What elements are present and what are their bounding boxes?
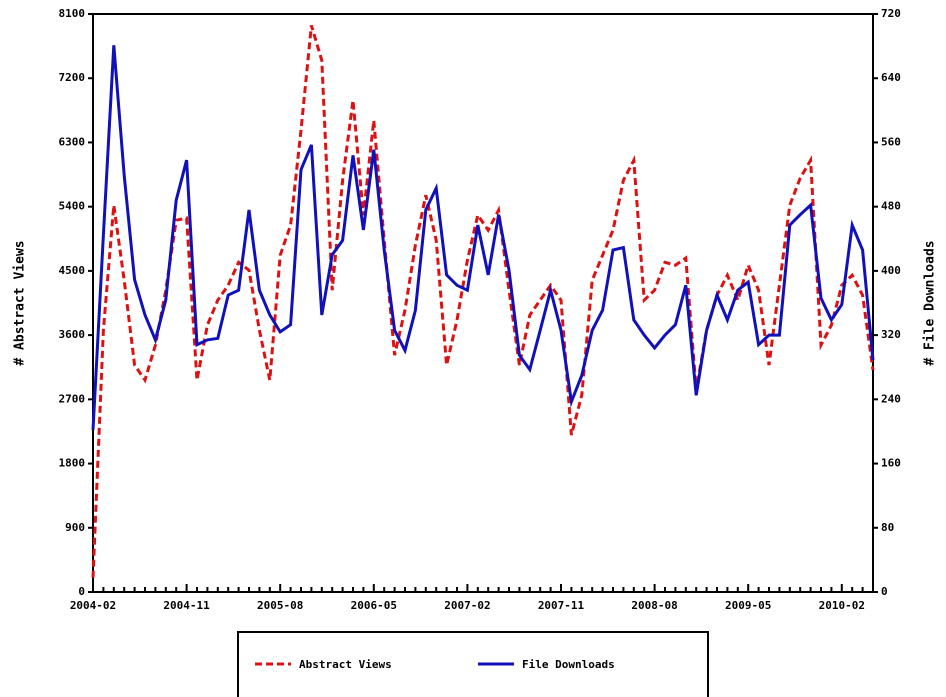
x-tick-label: 2006-05 bbox=[351, 599, 397, 612]
y2-tick-label: 720 bbox=[881, 7, 901, 20]
legend-box bbox=[237, 631, 709, 697]
y2-tick-label: 640 bbox=[881, 71, 901, 84]
y-tick-label: 8100 bbox=[59, 7, 86, 20]
y2-tick-label: 240 bbox=[881, 392, 901, 405]
y2-tick-label: 0 bbox=[881, 585, 888, 598]
legend-label: Abstract Views bbox=[299, 658, 392, 671]
y-tick-label: 4500 bbox=[59, 264, 86, 277]
y-tick-label: 0 bbox=[78, 585, 85, 598]
y-tick-label: 1800 bbox=[59, 457, 86, 470]
x-tick-label: 2007-02 bbox=[444, 599, 490, 612]
y-tick-label: 5400 bbox=[59, 200, 86, 213]
x-tick-label: 2009-05 bbox=[725, 599, 771, 612]
plot-frame bbox=[92, 13, 874, 593]
x-tick-label: 2008-08 bbox=[631, 599, 677, 612]
y-tick-label: 3600 bbox=[59, 328, 86, 341]
data-line bbox=[91, 24, 875, 578]
x-tick-label: 2004-11 bbox=[163, 599, 210, 612]
y2-axis-title: # File Downloads bbox=[923, 240, 938, 365]
y-tick-label: 900 bbox=[65, 521, 85, 534]
y2-tick-label: 80 bbox=[881, 521, 894, 534]
data-line bbox=[91, 45, 875, 430]
y2-tick-label: 160 bbox=[881, 457, 901, 470]
y-tick-label: 2700 bbox=[59, 392, 86, 405]
y2-tick-label: 320 bbox=[881, 328, 901, 341]
y-axis-title: # Abstract Views bbox=[13, 240, 28, 365]
x-tick-label: 2010-02 bbox=[819, 599, 865, 612]
y2-tick-label: 400 bbox=[881, 264, 901, 277]
x-tick-label: 2004-02 bbox=[70, 599, 116, 612]
x-tick-label: 2007-11 bbox=[538, 599, 585, 612]
y-tick-label: 6300 bbox=[59, 135, 86, 148]
x-tick-label: 2005-08 bbox=[257, 599, 303, 612]
y-tick-label: 7200 bbox=[59, 71, 86, 84]
y2-tick-label: 560 bbox=[881, 135, 901, 148]
legend-label: File Downloads bbox=[522, 658, 615, 671]
y2-tick-label: 480 bbox=[881, 200, 901, 213]
